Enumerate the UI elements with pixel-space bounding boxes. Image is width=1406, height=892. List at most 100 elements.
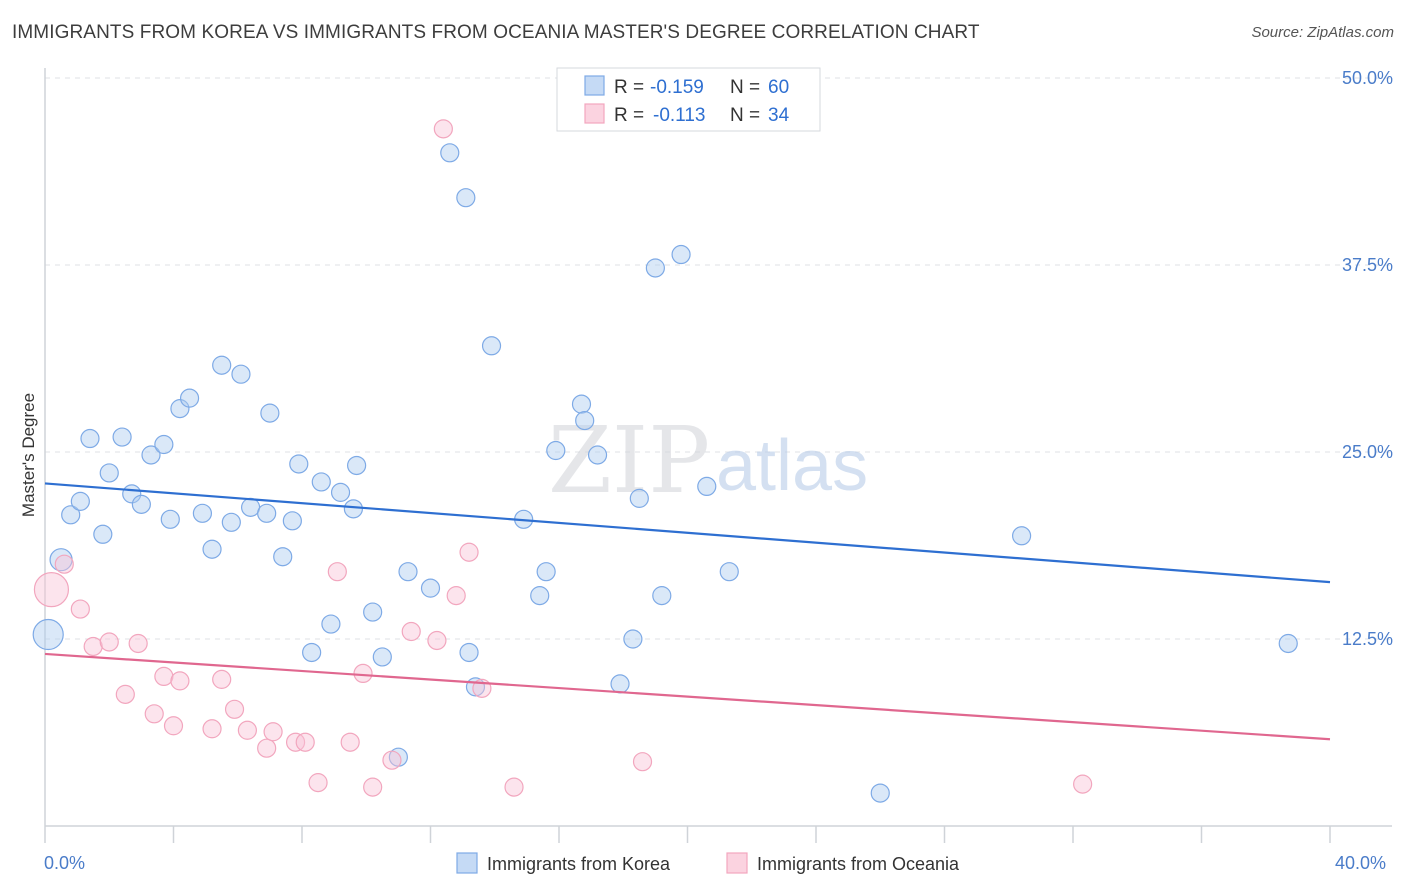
oceania-point: [353, 663, 373, 684]
korea-point: [1011, 526, 1032, 546]
korea-point: [202, 539, 222, 559]
legend-korea-label[interactable]: Immigrants from Korea: [487, 854, 671, 874]
series-oceania-points: [33, 119, 1093, 797]
korea-point: [536, 562, 556, 582]
x-tick-label-max: 40.0%: [1335, 853, 1386, 873]
korea-point: [170, 399, 190, 419]
korea-point: [347, 455, 367, 476]
stats-oceania-r-label: R =: [614, 105, 644, 126]
oceania-point: [1073, 774, 1093, 794]
korea-trend-line: [44, 482, 1331, 584]
oceania-point: [224, 699, 245, 719]
korea-point: [697, 476, 717, 497]
oceania-point: [382, 750, 402, 770]
oceania-point: [401, 621, 421, 642]
legend-oceania-swatch[interactable]: [726, 852, 748, 874]
korea-point: [70, 491, 90, 511]
korea-point: [870, 783, 890, 803]
korea-point: [32, 618, 64, 651]
stats-oceania-n-value: 34: [768, 105, 790, 126]
oceania-point: [433, 119, 453, 139]
x-tick-label-min: 0.0%: [44, 853, 85, 873]
oceania-point: [459, 542, 479, 562]
korea-point: [372, 647, 392, 667]
y-tick-label: 12.5%: [1342, 629, 1393, 649]
korea-point: [1278, 633, 1298, 654]
y-axis-label: Master's Degree: [19, 393, 38, 517]
korea-point: [610, 674, 630, 694]
korea-point: [719, 562, 739, 582]
korea-point: [321, 614, 341, 634]
stats-oceania-n-label: N =: [730, 105, 760, 126]
korea-point: [141, 445, 161, 465]
watermark: ZIP atlas: [548, 407, 868, 514]
legend-korea-swatch[interactable]: [456, 852, 478, 874]
korea-point: [131, 494, 151, 514]
korea-point: [179, 388, 200, 408]
oceania-point: [504, 777, 524, 797]
korea-point: [671, 244, 691, 265]
y-tick-label: 37.5%: [1342, 255, 1393, 275]
oceania-point: [285, 732, 306, 752]
korea-point: [587, 445, 608, 465]
stats-korea-swatch: [584, 75, 605, 96]
stats-korea-n-label: N =: [730, 77, 760, 98]
source-credit: Source: ZipAtlas.com: [1251, 24, 1394, 41]
stats-oceania-r-value: -0.113: [653, 105, 705, 126]
korea-point: [440, 143, 460, 163]
korea-point: [99, 463, 119, 483]
bottom-legend: Immigrants from Korea Immigrants from Oc…: [456, 852, 960, 874]
korea-point: [192, 503, 213, 523]
korea-point: [231, 364, 251, 384]
korea-point: [160, 509, 180, 529]
korea-point: [112, 427, 132, 447]
oceania-point: [33, 572, 70, 608]
oceania-point: [83, 636, 103, 657]
korea-point: [546, 440, 566, 461]
y-tick-labels: 12.5% 25.0% 37.5% 50.0%: [1342, 68, 1393, 649]
korea-point: [575, 410, 595, 431]
oceania-point: [54, 554, 74, 574]
x-tick-marks: [44, 826, 1331, 843]
oceania-point: [202, 719, 222, 739]
oceania-point: [363, 777, 383, 797]
korea-point: [363, 602, 383, 622]
korea-point: [571, 394, 592, 414]
korea-point: [652, 586, 672, 606]
watermark-atlas: atlas: [716, 426, 868, 506]
korea-point: [154, 434, 174, 455]
korea-point: [623, 629, 643, 649]
oceania-point: [295, 732, 315, 752]
oceania-point: [632, 752, 653, 772]
oceania-point: [154, 666, 174, 687]
oceania-point: [99, 632, 119, 652]
korea-point: [456, 188, 476, 208]
oceania-point: [170, 671, 190, 691]
y-tick-label: 25.0%: [1342, 442, 1393, 462]
oceania-point: [446, 586, 466, 606]
korea-point: [93, 524, 113, 544]
korea-point: [459, 642, 479, 663]
korea-point: [221, 512, 241, 532]
oceania-point: [308, 773, 328, 793]
korea-point: [61, 505, 81, 525]
korea-point: [398, 562, 418, 582]
korea-point: [629, 488, 649, 508]
oceania-point: [327, 562, 347, 582]
oceania-point: [144, 704, 164, 724]
oceania-point: [237, 720, 257, 740]
korea-point: [289, 454, 309, 474]
korea-point: [343, 499, 363, 519]
chart-title: IMMIGRANTS FROM KOREA VS IMMIGRANTS FROM…: [12, 22, 980, 43]
oceania-point: [70, 599, 90, 619]
korea-point: [241, 497, 261, 517]
oceania-point: [163, 716, 184, 736]
korea-point: [420, 578, 441, 598]
oceania-point: [212, 669, 232, 689]
legend-oceania-label[interactable]: Immigrants from Oceania: [757, 854, 960, 874]
stats-legend: R = -0.159 N = 60 R = -0.113 N = 34: [556, 67, 821, 132]
korea-point: [282, 511, 302, 531]
oceania-point: [115, 684, 135, 704]
korea-point: [645, 258, 665, 278]
korea-point: [260, 403, 280, 423]
